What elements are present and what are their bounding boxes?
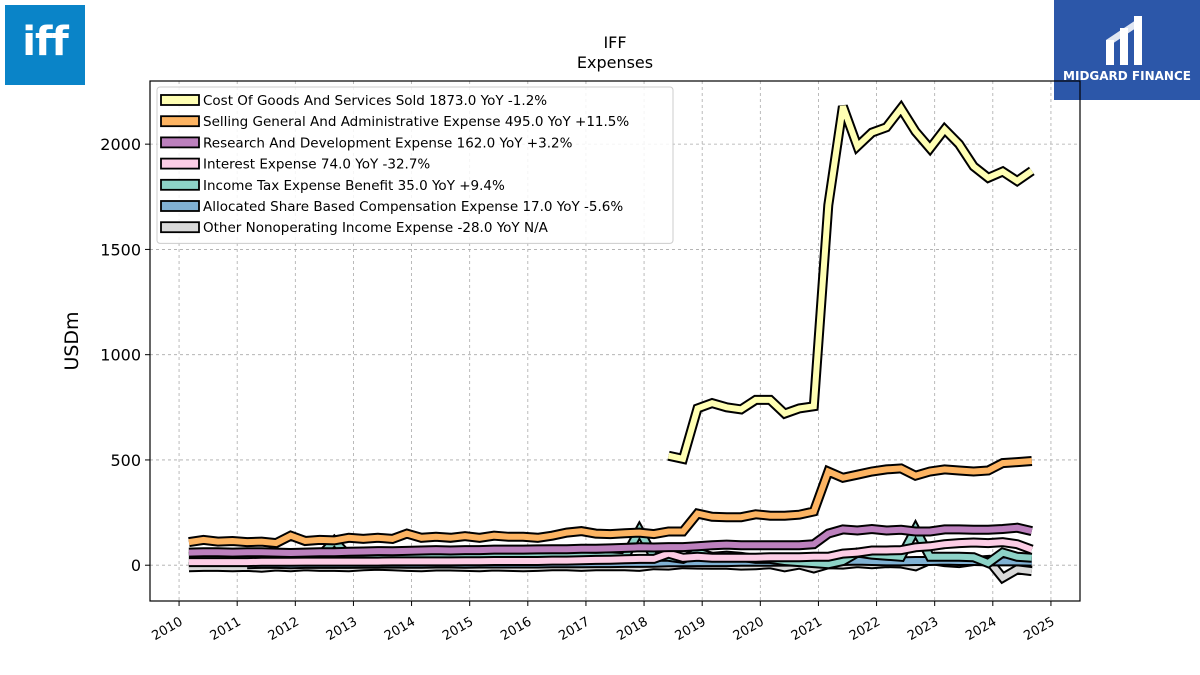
legend-entry: Allocated Share Based Compensation Expen… bbox=[203, 199, 623, 215]
legend-entry: Interest Expense 74.0 YoY -32.7% bbox=[203, 157, 430, 173]
x-tick-label: 2012 bbox=[266, 614, 302, 644]
x-tick-label: 2010 bbox=[149, 614, 185, 644]
chart-title: IFF bbox=[603, 33, 626, 52]
x-tick-label: 2016 bbox=[498, 614, 534, 644]
x-tick-label: 2014 bbox=[382, 614, 418, 644]
plot-frame bbox=[149, 80, 1081, 602]
legend-entry: Income Tax Expense Benefit 35.0 YoY +9.4… bbox=[203, 178, 505, 194]
x-tick-label: 2013 bbox=[324, 614, 360, 644]
iff-logo-text: iff bbox=[22, 19, 69, 65]
x-tick-label: 2024 bbox=[963, 614, 999, 644]
legend-entry: Research And Development Expense 162.0 Y… bbox=[203, 135, 573, 151]
y-tick-label: 0 bbox=[131, 556, 141, 575]
legend-swatch bbox=[160, 200, 200, 212]
midgard-mark-icon bbox=[1106, 16, 1142, 65]
legend-swatch bbox=[160, 94, 200, 106]
legend-swatch bbox=[160, 221, 200, 234]
y-tick-label: 1500 bbox=[100, 240, 141, 259]
legend: Cost Of Goods And Services Sold 1873.0 Y… bbox=[156, 86, 674, 244]
series-line-interest-expense bbox=[188, 539, 1033, 566]
x-tick-label: 2020 bbox=[731, 614, 767, 644]
x-tick-label: 2022 bbox=[847, 614, 883, 644]
series-layer bbox=[188, 99, 1035, 585]
y-tick-label: 2000 bbox=[100, 135, 141, 154]
midgard-finance-logo: MIDGARD FINANCE bbox=[1054, 0, 1200, 100]
legend-swatch bbox=[160, 178, 200, 191]
midgard-finance-name: MIDGARD FINANCE bbox=[1063, 69, 1191, 83]
x-tick-label: 2023 bbox=[905, 614, 941, 644]
x-tick-label: 2021 bbox=[789, 614, 825, 644]
x-tick-label: 2018 bbox=[614, 614, 650, 644]
y-tick-label: 1000 bbox=[100, 346, 141, 365]
iff-logo: iff bbox=[5, 5, 85, 85]
series-line-research-and-development-expense bbox=[188, 524, 1033, 557]
x-tick-label: 2015 bbox=[440, 614, 476, 644]
x-tick-label: 2019 bbox=[673, 614, 709, 644]
legend-swatch bbox=[160, 157, 200, 170]
legend-entry: Other Nonoperating Income Expense -28.0 … bbox=[203, 220, 549, 236]
y-tick-label: 500 bbox=[110, 451, 141, 470]
chart-subtitle: Expenses bbox=[577, 53, 653, 72]
legend-swatch bbox=[160, 136, 200, 149]
x-tick-label: 2025 bbox=[1021, 614, 1057, 644]
series-line-selling-general-and-administrative-expense bbox=[188, 458, 1033, 547]
y-axis-label: USDm bbox=[61, 311, 83, 370]
x-tick-label: 2017 bbox=[556, 614, 592, 644]
legend-box bbox=[156, 86, 674, 244]
x-tick-label: 2011 bbox=[208, 614, 244, 644]
legend-entry: Cost Of Goods And Services Sold 1873.0 Y… bbox=[203, 93, 547, 109]
legend-swatch bbox=[160, 115, 200, 128]
legend-entry: Selling General And Administrative Expen… bbox=[203, 114, 629, 130]
series-line-cost-of-goods-and-services-sold bbox=[667, 103, 1034, 463]
